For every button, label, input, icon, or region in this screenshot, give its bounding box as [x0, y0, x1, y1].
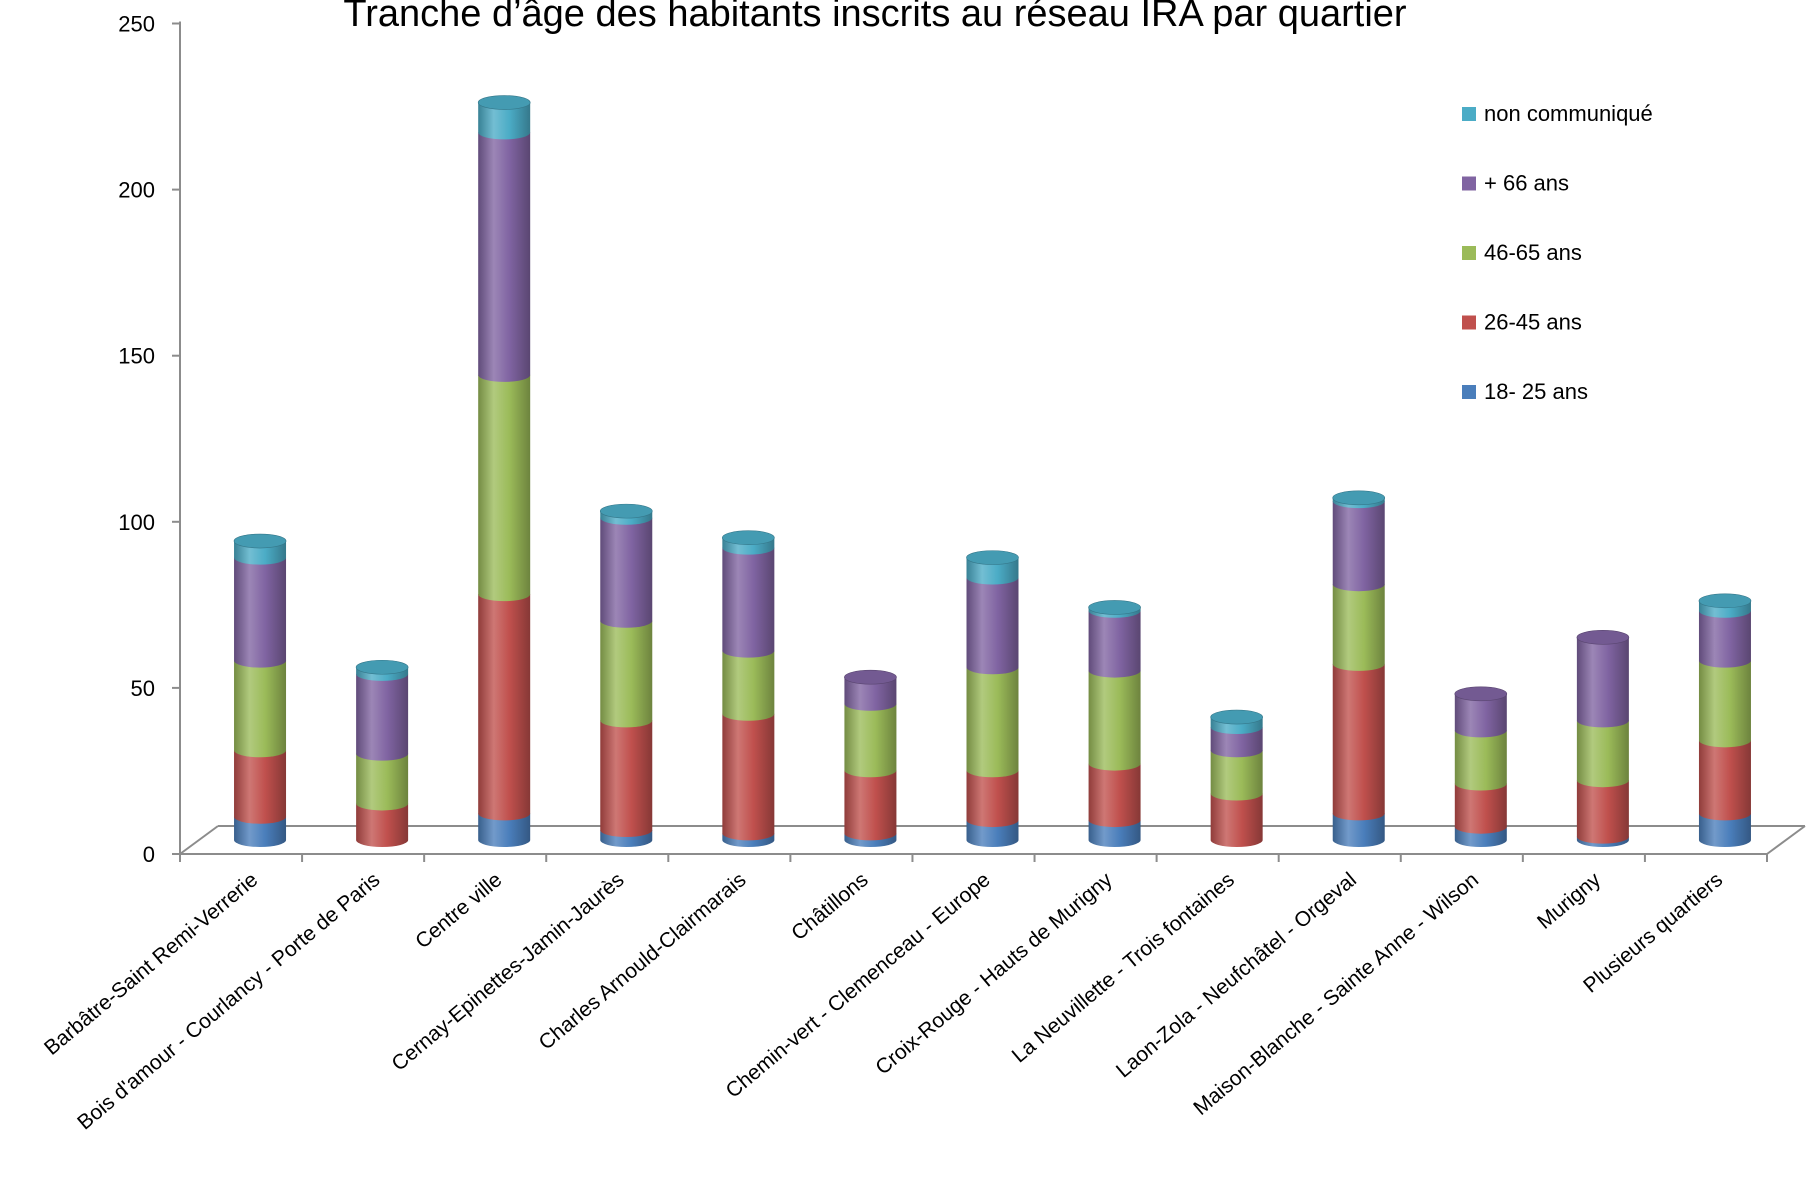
bar-top-cap — [1698, 593, 1752, 609]
bar-top-cap — [233, 533, 287, 549]
bar-top-cap — [1210, 709, 1263, 725]
bar-segment — [966, 667, 1019, 778]
bar-top-cap — [1332, 490, 1386, 506]
bar-segment — [478, 102, 531, 140]
bar-segment — [966, 557, 1019, 585]
legend-label: 46-65 ans — [1484, 240, 1582, 265]
bar-segment — [1332, 501, 1385, 592]
bar-segment — [478, 813, 531, 848]
legend-label: + 66 ans — [1484, 171, 1569, 196]
x-tick-label: Centre ville — [411, 868, 506, 953]
bar-segment — [1698, 610, 1751, 668]
bar-segment — [1576, 720, 1629, 788]
bar-segment — [478, 374, 531, 602]
bar-segment — [356, 803, 409, 848]
bar-segment — [600, 620, 653, 728]
bar-segment — [234, 750, 287, 824]
x-tick-label: La Neuvillette - Trois fontaines — [1008, 868, 1239, 1067]
bar-segment — [478, 132, 531, 382]
bar-segment — [1088, 610, 1141, 678]
bar-segment — [356, 753, 409, 811]
x-tick-label: Chemin-vert - Clemenceau - Europe — [722, 868, 995, 1102]
bar-segment — [478, 594, 531, 821]
bar-segment — [1332, 813, 1385, 848]
bars — [233, 95, 1752, 848]
bar-top-cap — [599, 503, 653, 519]
bar-segment — [1698, 740, 1751, 821]
legend-swatch — [1462, 107, 1476, 121]
bar-segment — [722, 713, 775, 841]
bar-segment — [1332, 663, 1385, 821]
bar-segment — [600, 720, 653, 838]
y-tick-label: 50 — [131, 676, 155, 701]
bar-segment — [1698, 813, 1751, 848]
bar-segment — [1088, 820, 1141, 848]
bar-segment — [1576, 637, 1629, 728]
bar-segment — [234, 660, 287, 758]
bar-top-cap — [355, 659, 409, 675]
x-tick-label: Murigny — [1533, 868, 1605, 934]
bar-top-cap — [844, 669, 897, 685]
legend-swatch — [1462, 176, 1476, 191]
bar-segment — [966, 577, 1019, 675]
x-tick-label: Laon-Zola - Neufchâtel - Orgeval — [1112, 868, 1361, 1082]
legend-label: 18- 25 ans — [1484, 379, 1588, 404]
y-tick-label: 200 — [118, 178, 155, 203]
bar-segment — [1332, 584, 1385, 671]
bar-top-cap — [1576, 630, 1630, 645]
floor-right-edge — [1766, 825, 1806, 855]
bar-segment — [722, 650, 775, 721]
bar-segment — [1576, 780, 1629, 844]
x-tick-label: Châtillons — [787, 868, 872, 945]
bar-segment — [1210, 750, 1263, 801]
bar-segment — [966, 820, 1019, 848]
bar-segment — [722, 547, 775, 658]
bar-segment — [234, 557, 287, 668]
y-tick-label: 0 — [143, 842, 155, 867]
legend-label: 26-45 ans — [1484, 310, 1582, 335]
legend-swatch — [1462, 315, 1476, 330]
floor-left-edge — [179, 825, 219, 855]
legend-label: non communiqué — [1484, 101, 1653, 126]
bar-top-cap — [966, 550, 1019, 565]
bar-segment — [844, 703, 897, 778]
bar-segment — [1088, 670, 1141, 771]
bar-segment — [1698, 660, 1751, 748]
bar-segment — [356, 673, 409, 761]
bar-segment — [1454, 783, 1507, 834]
bar-top-cap — [477, 95, 531, 110]
bar-segment — [1210, 793, 1263, 848]
x-tick-label: Cernay-Epinettes-Jamin-Jaurès — [387, 868, 628, 1075]
bar-top-cap — [1454, 686, 1508, 702]
bar-segment — [600, 517, 653, 628]
bar-segment — [1088, 763, 1141, 828]
y-tick-label: 100 — [118, 510, 155, 535]
legend-swatch — [1462, 385, 1476, 399]
bar-segment — [1454, 693, 1507, 738]
x-tick-label: Barbâtre-Saint Remi-Verrerie — [40, 868, 262, 1060]
bar-segment — [234, 816, 287, 847]
y-tick-label: 250 — [118, 12, 155, 37]
bar-segment — [1210, 727, 1263, 758]
chart-title: Tranche d’âge des habitants inscrits au … — [343, 0, 1407, 35]
legend-swatch — [1462, 246, 1476, 260]
legend: non communiqué + 66 ans 46-65 ans 26-45 ans… — [1462, 101, 1653, 404]
bar-segment — [1454, 730, 1507, 791]
bar-segment — [844, 770, 897, 841]
bar-top-cap — [1088, 600, 1141, 615]
bar-segment — [966, 770, 1019, 828]
bar-top-cap — [722, 530, 775, 545]
x-tick-label: Charles Arnould-Clairmarais — [535, 868, 751, 1054]
bar-segment — [844, 677, 897, 711]
y-tick-label: 150 — [118, 344, 155, 369]
x-tick-label: Croix-Rouge - Hauts de Murigny — [871, 868, 1117, 1079]
